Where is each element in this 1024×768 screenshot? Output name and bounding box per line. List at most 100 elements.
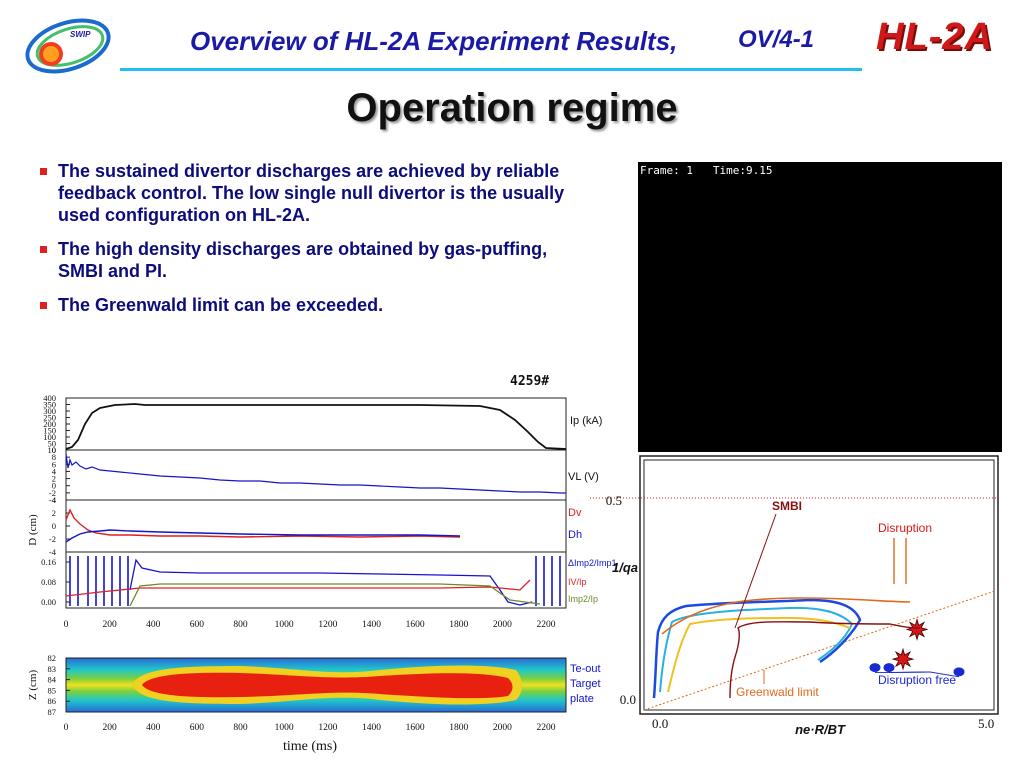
panel5-tick: 82: [48, 653, 57, 663]
disruption-label: Disruption: [878, 521, 932, 535]
panel5-tick: 83: [48, 664, 57, 674]
swip-logo: SWIP: [25, 18, 111, 74]
waveform-ticks: 4003503002502001501005001086420-2-4420-2…: [41, 393, 70, 717]
trajectory-orange: [661, 597, 911, 635]
y-axis-label: 1/qa: [612, 560, 638, 575]
regime-chart: SMBI Disruption Disruption free Greenwal…: [590, 455, 1000, 737]
disruption-free-point: [869, 663, 881, 673]
panel2-tick: 10: [48, 445, 57, 455]
iv-ip-label: IV/Ip: [568, 577, 587, 587]
x-tick-upper: 2200: [537, 620, 556, 630]
panel3-tick: 2: [52, 508, 56, 518]
x-tick-lower: 1200: [318, 723, 337, 733]
panel3-ylabel: D (cm): [27, 514, 39, 546]
x-tick-upper: 0: [64, 620, 69, 630]
logo-text: SWIP: [70, 30, 91, 39]
video-caption: Frame: 1 Time:9.15: [640, 164, 773, 177]
x-axis-label: ne·R/BT: [795, 722, 846, 737]
bullet-item: The high density discharges are obtained…: [36, 238, 596, 282]
ip-trace: [65, 403, 567, 450]
x-tick-lower: 2000: [493, 723, 512, 733]
video-frame[interactable]: [638, 162, 1002, 452]
x-tick-lower: 400: [146, 723, 161, 733]
bullet-list: The sustained divertor discharges are ac…: [36, 160, 596, 328]
panel1-tick: 50: [48, 439, 57, 449]
slide-title: Operation regime: [346, 86, 678, 130]
greenwald-limit-line: [643, 590, 995, 711]
x-tick-upper: 200: [103, 620, 118, 630]
x-tick-lower: 200: [103, 723, 118, 733]
panel1-tick: 100: [43, 432, 56, 442]
panel5-ylabel: Z (cm): [27, 670, 39, 701]
bullet-text: The Greenwald limit can be exceeded.: [58, 295, 384, 315]
x-tick-upper: 1000: [275, 620, 294, 630]
header-code: OV/4-1: [738, 26, 815, 53]
bullet-marker: [40, 246, 47, 253]
header-divider: [120, 68, 862, 71]
waveform-x-ticks: 0 0 200 200 400 400 600 600 800 800 1000 1000 1200 12…: [64, 620, 556, 733]
panel1-tick: 300: [43, 406, 56, 416]
panel4-tick: 0.08: [41, 577, 56, 587]
panel2-tick: 4: [52, 466, 57, 476]
trajectory-cyan: [659, 606, 854, 693]
bullet-item: The sustained divertor discharges are ac…: [36, 160, 596, 226]
x-tick-lower: 1400: [362, 723, 381, 733]
te-out-label: Te-out: [570, 663, 601, 675]
regime-outer-frame: [639, 455, 999, 715]
panel4-tick: 0.16: [41, 557, 56, 567]
x-tick-lower: 2200: [537, 723, 556, 733]
y-tick-top: 0.5: [606, 493, 622, 508]
panel5-tick: 84: [48, 675, 57, 685]
panel5-tick: 87: [48, 707, 57, 717]
plate-label: plate: [570, 693, 594, 705]
x-tick-upper: 1800: [449, 620, 468, 630]
panel2-tick: -2: [49, 488, 56, 498]
x-tick-lower: 1000: [275, 723, 294, 733]
bullet-text: The high density discharges are obtained…: [58, 239, 548, 281]
bullet-marker: [40, 168, 47, 175]
panel3-tick: -4: [49, 547, 57, 557]
panel2-tick: 6: [52, 459, 56, 469]
bullet-text: The sustained divertor discharges are ac…: [58, 161, 565, 225]
panel2-tick: 8: [52, 452, 56, 462]
panel3-tick: -2: [49, 534, 56, 544]
vl-trace: [65, 453, 566, 494]
imp-spikes: [69, 556, 561, 606]
waveform-xlabel: time (ms): [283, 739, 337, 754]
smbi-pointer: [734, 513, 777, 629]
panel1-tick: 400: [43, 393, 56, 403]
imp-blue-trace: [129, 558, 533, 606]
y-tick-bottom: 0.0: [620, 692, 636, 707]
x-tick-lower: 600: [190, 723, 205, 733]
shot-label: 4259#: [510, 374, 550, 389]
imp-red-trace: [65, 579, 531, 597]
x-tick-right: 5.0: [978, 716, 994, 731]
header-title: Overview of HL-2A Experiment Results,: [190, 26, 678, 56]
panel1-tick: 0: [52, 445, 56, 455]
panel2-tick: 2: [52, 474, 56, 484]
disruption-free-pointer: [874, 671, 931, 674]
panel1-tick: 200: [43, 419, 56, 429]
x-tick-lower: 1600: [406, 723, 425, 733]
disruption-point: [905, 617, 929, 641]
panel1-tick: 350: [43, 400, 56, 410]
imp-green-trace: [129, 583, 541, 607]
x-tick-upper: 2000: [493, 620, 512, 630]
greenwald-label: Greenwald limit: [736, 685, 819, 699]
x-tick-lower: 0: [64, 723, 69, 733]
disruption-free-pointer: [929, 671, 960, 678]
bullet-marker: [40, 302, 47, 309]
panel2-tick: 0: [52, 481, 56, 491]
trajectory-yellow: [667, 616, 851, 693]
panel-d-frame: [65, 499, 567, 553]
brand-logo: HL-2A: [876, 16, 993, 58]
x-tick-lower: 800: [233, 723, 248, 733]
bullet-item: The Greenwald limit can be exceeded.: [36, 294, 596, 316]
imp2-ip-label: Imp2/Ip: [568, 594, 598, 604]
panel-imp-frame: [65, 551, 567, 609]
x-tick-upper: 1400: [362, 620, 381, 630]
panel3-tick: 0: [52, 521, 56, 531]
smbi-label: SMBI: [772, 499, 802, 513]
ip-label: Ip (kA): [570, 415, 602, 427]
dv-label: Dv: [568, 507, 582, 519]
